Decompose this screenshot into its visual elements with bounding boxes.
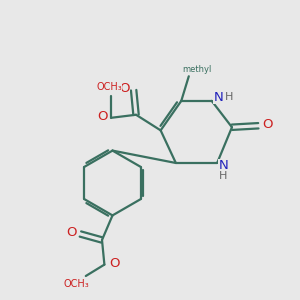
Text: H: H	[219, 171, 227, 181]
Text: methyl: methyl	[182, 65, 212, 74]
Text: O: O	[97, 110, 108, 123]
Text: O: O	[66, 226, 77, 239]
Text: O: O	[109, 256, 119, 270]
Text: O: O	[119, 82, 130, 95]
Text: N: N	[218, 160, 228, 172]
Text: N: N	[213, 91, 223, 104]
Text: OCH₃: OCH₃	[64, 279, 90, 290]
Text: OCH₃: OCH₃	[96, 82, 122, 92]
Text: O: O	[262, 118, 273, 131]
Text: H: H	[225, 92, 233, 102]
